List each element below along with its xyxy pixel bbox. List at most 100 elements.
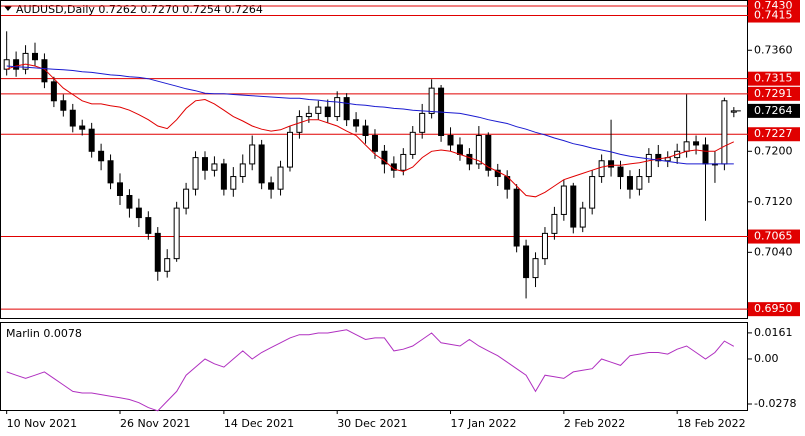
candle-body	[353, 119, 360, 127]
y-tick-label: 0.7120	[754, 195, 793, 208]
candle-body	[324, 106, 331, 118]
candle-body	[655, 153, 662, 162]
indicator-y-tick-label: 0.00	[754, 352, 779, 365]
candle-body	[466, 153, 473, 165]
candle-body	[211, 163, 218, 171]
last-price-label: 0.7264	[754, 104, 793, 117]
indicator-pane	[0, 322, 748, 411]
candle-body	[135, 207, 142, 219]
x-tick-label: 17 Jan 2022	[451, 417, 517, 430]
candle-body	[41, 59, 48, 83]
candle-body	[126, 194, 133, 209]
candle-body	[475, 135, 482, 165]
y-tick-label: 0.7360	[754, 43, 793, 56]
candle-body	[334, 97, 341, 118]
level-label: 0.6950	[754, 302, 793, 315]
level-label-box	[748, 127, 800, 142]
candle-body	[532, 258, 539, 279]
candle-body	[730, 110, 737, 113]
level-label-box	[748, 71, 800, 86]
x-tick-label: 10 Nov 2021	[7, 417, 77, 430]
indicator-label: Marlin 0.0078	[6, 327, 82, 340]
candle-body	[286, 131, 293, 168]
level-label-box	[748, 86, 800, 101]
candle-body	[560, 185, 567, 215]
candle-body	[513, 188, 520, 247]
level-label: 0.7415	[754, 9, 793, 22]
indicator-y-tick-label: 0.0161	[754, 326, 793, 339]
candle-body	[230, 176, 237, 190]
candle-body	[173, 207, 180, 260]
candle-body	[362, 125, 369, 137]
candle-body	[22, 52, 29, 70]
candle-body	[617, 166, 624, 178]
candle-body	[145, 217, 152, 234]
candle-body	[485, 135, 492, 171]
level-label: 0.7227	[754, 127, 793, 140]
level-label: 0.7315	[754, 72, 793, 85]
candle-body	[447, 135, 454, 146]
menu-arrow	[4, 6, 12, 11]
candle-body	[60, 100, 67, 111]
candle-body	[702, 144, 709, 165]
candle-body	[296, 116, 303, 133]
candle-body	[192, 157, 199, 190]
y-tick-label: 0.7200	[754, 144, 793, 157]
candle-body	[164, 258, 171, 272]
candle-body	[258, 144, 265, 184]
candle-body	[636, 176, 643, 190]
moving-average-line	[6, 65, 734, 165]
candle-body	[608, 160, 615, 168]
indicator-line	[6, 329, 735, 412]
candle-body	[541, 232, 548, 260]
indicator-y-tick-label: -0.0278	[754, 397, 796, 410]
candle-body	[428, 87, 435, 114]
x-tick-label: 14 Dec 2021	[224, 417, 294, 430]
candle-body	[88, 128, 95, 152]
price-pane	[0, 0, 748, 319]
candle-body	[523, 245, 530, 279]
candle-body	[268, 182, 275, 190]
candle-body	[721, 100, 728, 165]
x-tick-label: 26 Nov 2021	[120, 417, 190, 430]
last-price-box	[748, 103, 800, 118]
candle-body	[381, 150, 388, 165]
candle-body	[154, 232, 161, 272]
candle-body	[13, 59, 20, 70]
level-label-box	[748, 8, 800, 23]
candle-body	[277, 166, 284, 190]
candle-body	[31, 52, 38, 61]
candle-body	[220, 163, 227, 190]
y-tick-label: 0.7040	[754, 245, 793, 258]
candle-body	[371, 135, 378, 152]
x-tick-label: 30 Dec 2021	[337, 417, 407, 430]
moving-average-line	[6, 63, 735, 198]
level-label-box	[748, 302, 800, 317]
candle-body	[79, 125, 86, 130]
candle-body	[589, 176, 596, 209]
candle-body	[305, 112, 312, 118]
candle-body	[3, 59, 10, 70]
candle-body	[315, 106, 322, 114]
candle-body	[551, 213, 558, 234]
level-label-box	[748, 229, 800, 244]
candle-body	[598, 160, 605, 178]
candle-body	[409, 131, 416, 155]
candle-body	[69, 109, 76, 127]
candle-body	[107, 160, 114, 184]
level-label: 0.7291	[754, 87, 793, 100]
candle-body	[570, 185, 577, 228]
x-tick-label: 18 Feb 2022	[677, 417, 745, 430]
candle-body	[419, 112, 426, 133]
candle-body	[645, 153, 652, 178]
candle-body	[98, 150, 105, 162]
candle-body	[239, 163, 246, 178]
chart-title: AUDUSD,Daily 0.7262 0.7270 0.7254 0.7264	[16, 3, 263, 16]
candle-body	[343, 97, 350, 121]
level-label: 0.7065	[754, 230, 793, 243]
candle-body	[456, 144, 463, 155]
candle-body	[201, 157, 208, 171]
candle-body	[249, 144, 256, 165]
